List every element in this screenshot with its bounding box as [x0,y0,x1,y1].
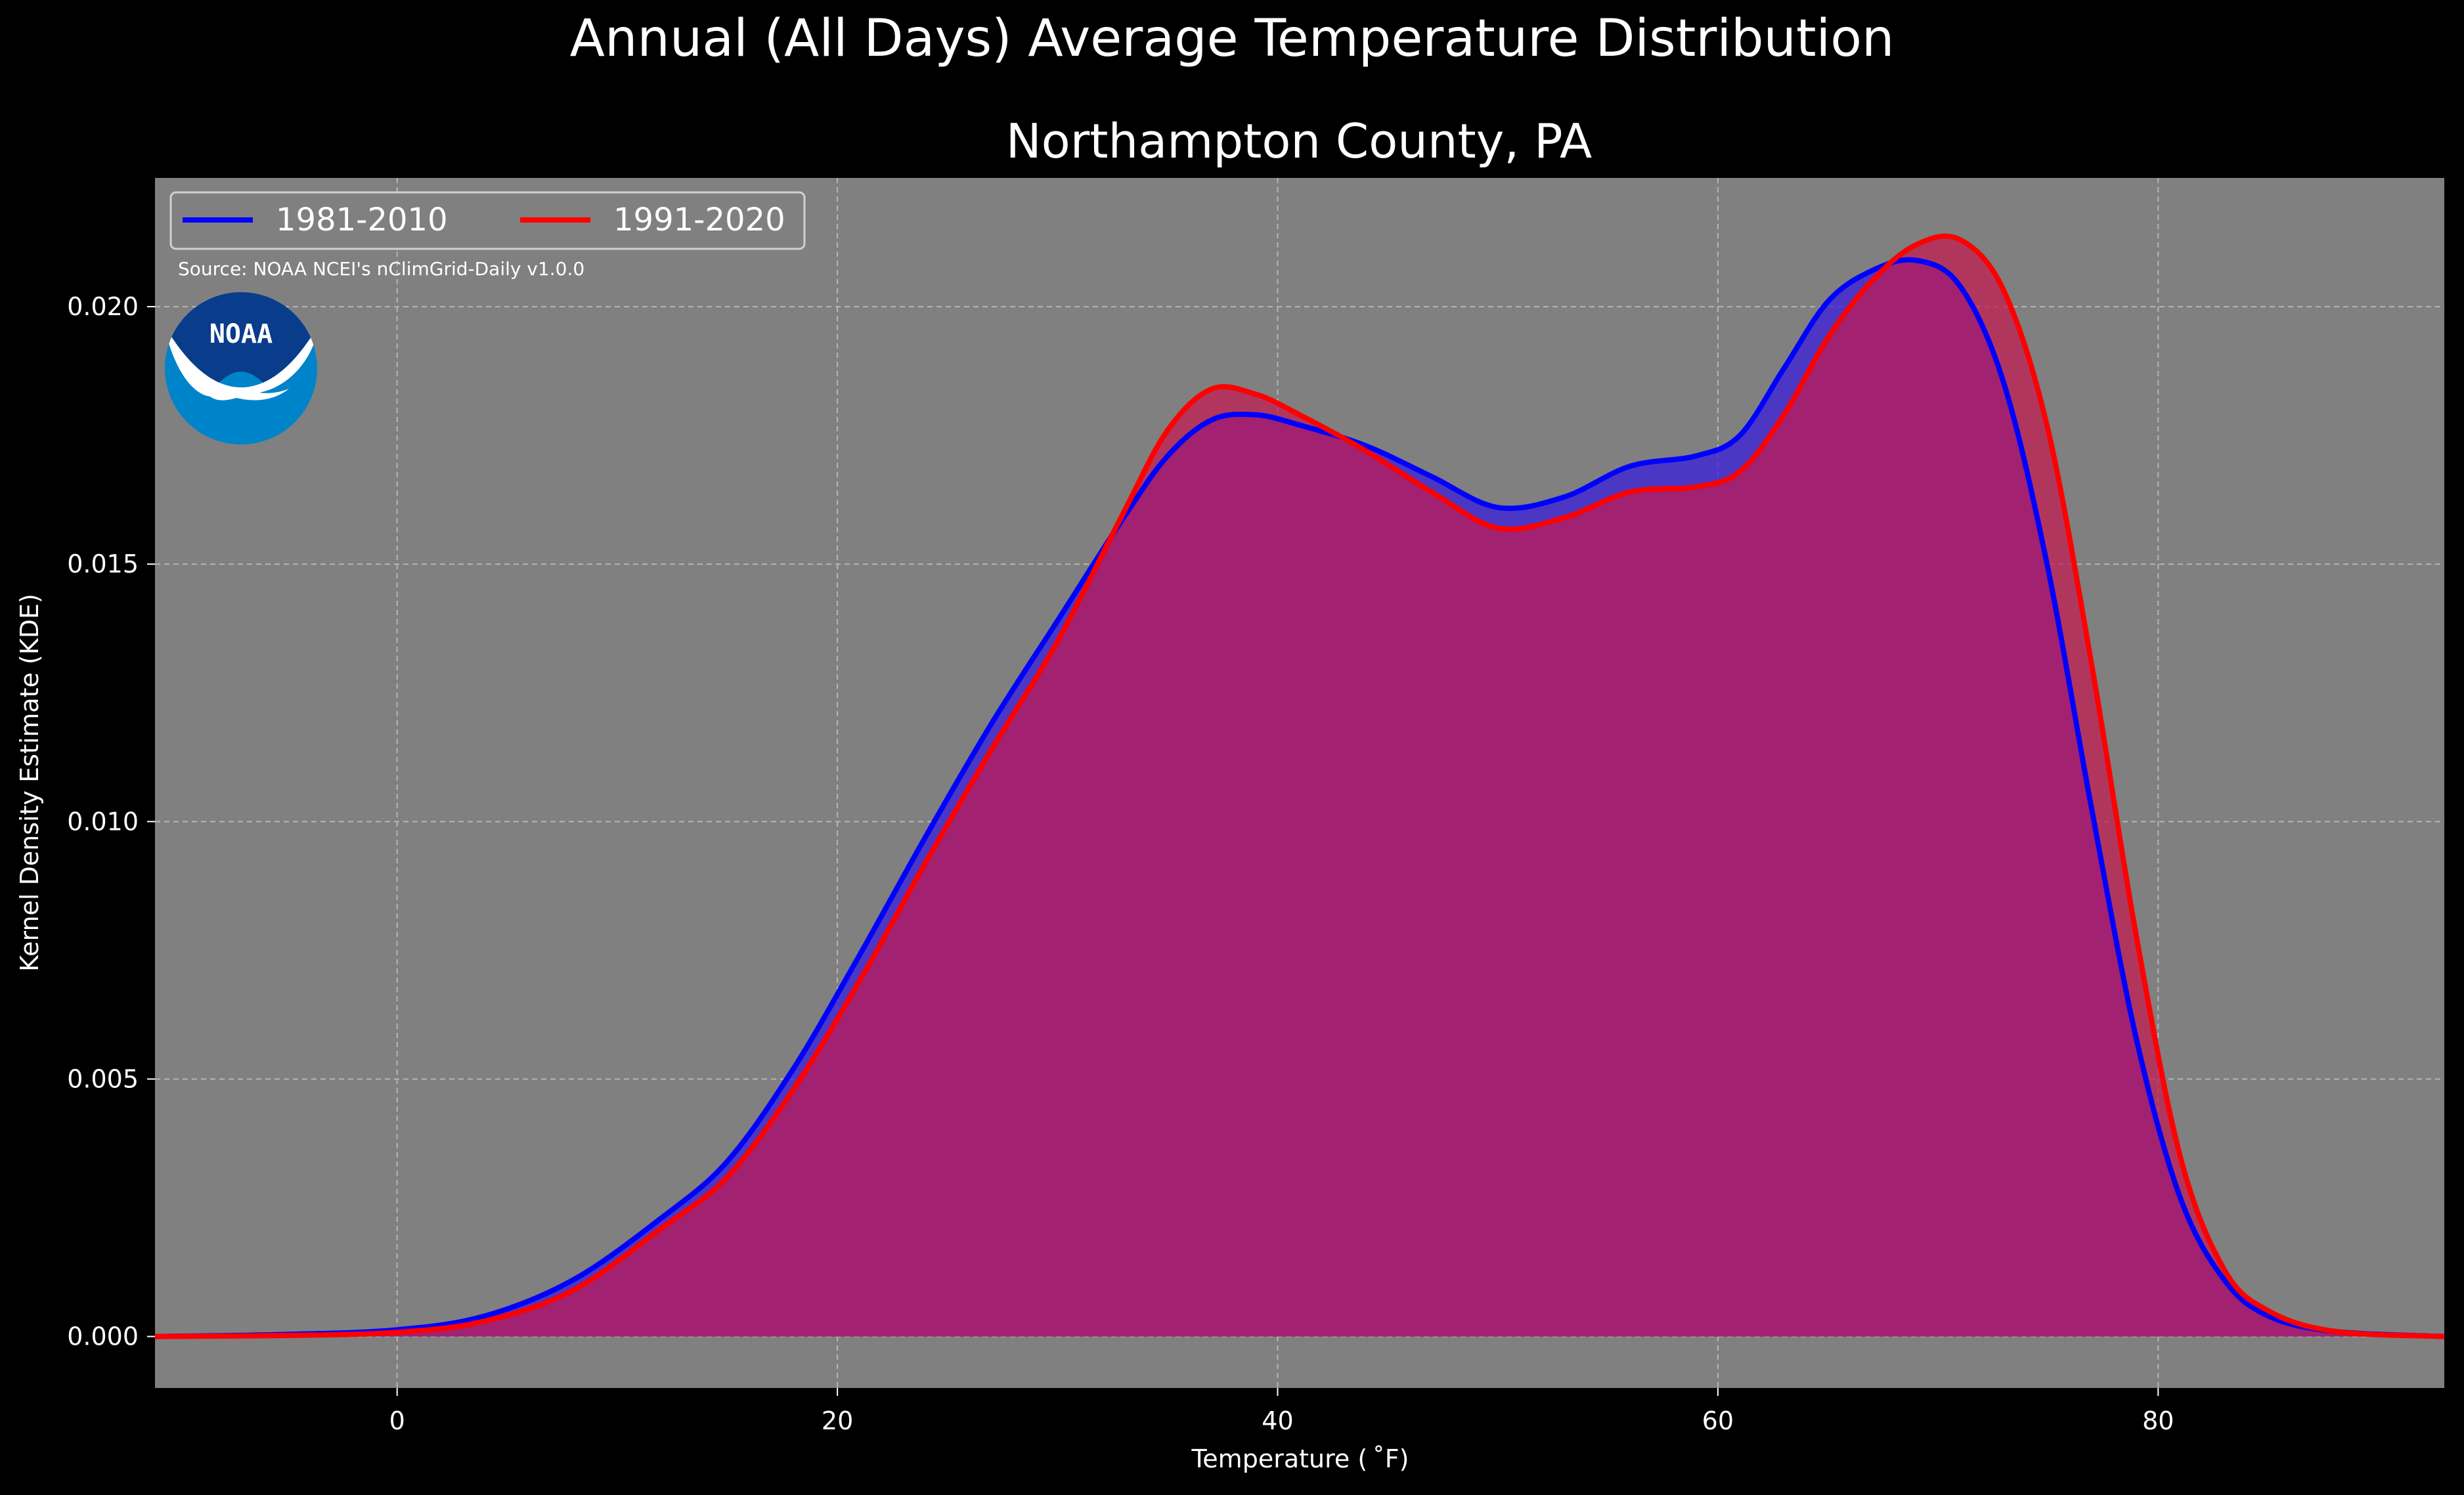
y-tick-label: 0.015 [67,550,139,578]
y-axis-ticks: 0.000 0.005 0.010 0.015 0.020 [67,292,155,1351]
y-tick-label: 0.020 [67,292,139,321]
legend-label-1981-2010: 1981-2010 [276,202,448,238]
chart-title: Northampton County, PA [1006,114,1592,169]
x-tick-label: 80 [2142,1406,2174,1435]
series-fills [155,236,2444,1337]
y-tick-label: 0.000 [67,1322,139,1351]
x-tick-label: 20 [822,1406,853,1435]
series-line-1991-2020 [154,233,2445,1339]
x-axis-label: Temperature ( ˚F) [1191,1444,1409,1473]
noaa-logo-text: NOAA [209,319,273,349]
chart-suptitle: Annual (All Days) Average Temperature Di… [570,9,1895,68]
x-tick-label: 40 [1262,1406,1293,1435]
noaa-logo-bird [165,325,317,401]
noaa-logo: NOAA [165,292,317,444]
legend: 1981-2010 1991-2020 [169,191,806,250]
series-line-1981-2010 [154,257,2445,1339]
x-tick-label: 60 [1702,1406,1734,1435]
y-tick-label: 0.005 [67,1064,139,1093]
source-note: Source: NOAA NCEI's nClimGrid-Daily v1.0… [178,258,584,280]
x-tick-label: 0 [389,1406,405,1435]
series-lines [154,233,2445,1339]
x-axis-ticks: 0 20 40 60 80 [389,1388,2174,1435]
noaa-logo-top [165,292,317,386]
area-fill-1991-2020 [155,236,2444,1337]
legend-label-1991-2020: 1991-2020 [613,202,785,238]
y-tick-label: 0.010 [67,807,139,836]
y-axis-label: Kernel Density Estimate (KDE) [15,594,44,972]
legend-box [169,191,806,250]
